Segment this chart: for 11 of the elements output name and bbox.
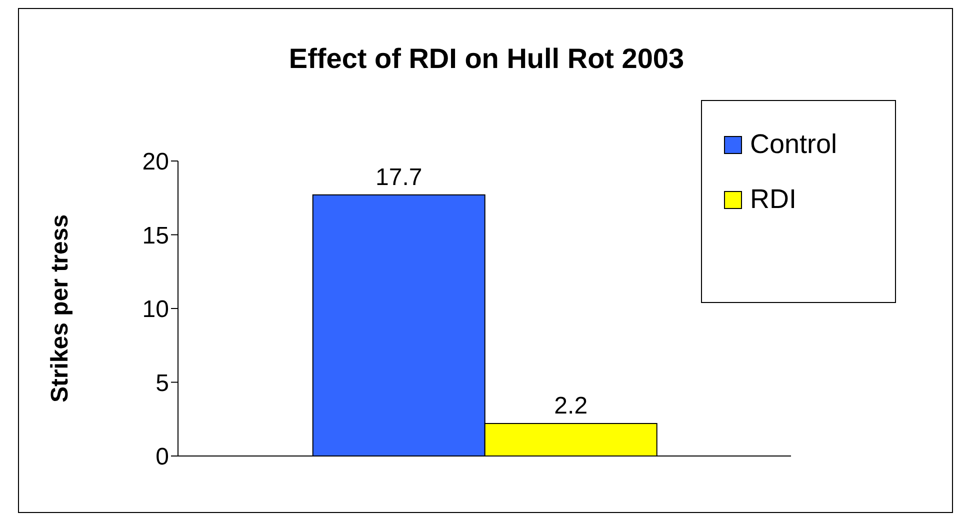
y-tick-label: 0 bbox=[156, 444, 169, 471]
y-tick-label: 20 bbox=[142, 148, 169, 176]
legend-label: RDI bbox=[750, 184, 796, 215]
y-tick-label: 10 bbox=[142, 296, 169, 324]
chart-title: Effect of RDI on Hull Rot 2003 bbox=[288, 43, 686, 75]
legend-label: Control bbox=[750, 129, 838, 160]
y-tick-label: 15 bbox=[142, 222, 169, 250]
data-label: 17.7 bbox=[376, 164, 422, 191]
y-tick-label: 5 bbox=[156, 370, 169, 397]
data-label: 2.2 bbox=[554, 392, 588, 420]
y-axis-title: Strikes per tress bbox=[46, 214, 74, 403]
